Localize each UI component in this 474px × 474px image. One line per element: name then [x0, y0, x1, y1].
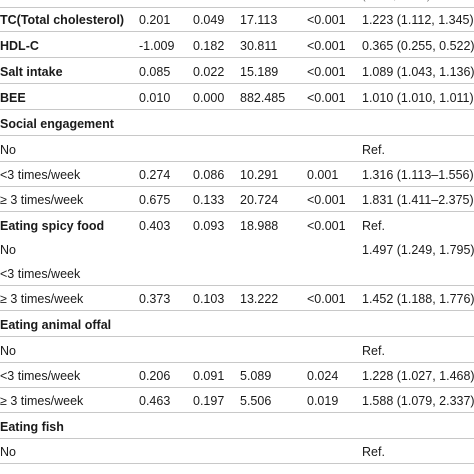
row-label: Eating fish	[0, 420, 64, 434]
b-value-cell: -1.009	[139, 39, 175, 53]
or-ci-cell: Ref.	[362, 143, 385, 157]
b-value-cell: 0.206	[139, 369, 171, 383]
or-ci-cell: 1.452 (1.188, 1.776)	[362, 292, 474, 306]
row-label: TC(Total cholesterol)	[0, 13, 125, 27]
row-label: ≥ 3 times/week	[0, 292, 84, 306]
table-row: No 1.497 (1.249, 1.795)	[0, 238, 474, 262]
se-value-cell: 0.000	[193, 91, 225, 105]
or-ci-cell: 0.365 (0.255, 0.522)	[362, 39, 474, 53]
table-row: <3 times/week 0.274 0.086 10.291 0.001 1.316 …	[0, 163, 474, 187]
row-label: <3 times/week	[0, 267, 81, 281]
table-row: Eating spicy food 0.403 0.093 18.988 <0.001 R…	[0, 214, 474, 238]
se-value-cell: 0.197	[193, 394, 225, 408]
b-value-cell: 0.403	[139, 219, 171, 233]
table-row: ≥ 3 times/week 0.675 0.133 20.724 <0.001 1.83…	[0, 188, 474, 212]
row-label: No	[0, 445, 16, 459]
or-ci-cell: 1.588 (1.079, 2.337)	[362, 394, 474, 408]
table-row: Social engagement	[0, 112, 474, 136]
row-label: Salt intake	[0, 65, 63, 79]
or-ci-cell: 1.497 (1.249, 1.795)	[362, 243, 474, 257]
row-label: ≥ 3 times/week	[0, 193, 84, 207]
row-label: BEE	[0, 91, 26, 105]
table-row: TC(Total cholesterol) 0.201 0.049 17.113 <0.…	[0, 8, 474, 32]
or-ci-cell: 1.316 (1.113–1.556)	[362, 168, 474, 182]
row-label: <3 times/week	[0, 168, 81, 182]
wald-value-cell: 5.089	[240, 369, 272, 383]
table-row: <3 times/week	[0, 262, 474, 286]
or-ci-cell: 1.223 (1.112, 1.345)	[362, 13, 474, 27]
b-value-cell: 0.201	[139, 13, 171, 27]
table-row: <3 times/week 0.206 0.091 5.089 0.024 1.228 (…	[0, 364, 474, 388]
p-value-cell: 0.024	[307, 369, 339, 383]
p-value-cell: <0.001	[307, 193, 346, 207]
p-value-cell: 0.001	[307, 168, 339, 182]
row-label: No	[0, 143, 16, 157]
b-value-cell: 0.085	[139, 65, 171, 79]
or-ci-cell: Ref.	[362, 219, 385, 233]
se-value-cell: 0.086	[193, 168, 225, 182]
p-value-cell: <0.001	[307, 91, 346, 105]
p-value-cell: <0.001	[307, 292, 346, 306]
wald-value-cell: 20.724	[240, 193, 279, 207]
or-ci-cell: 1.228 (1.027, 1.468)	[362, 369, 474, 383]
p-value-cell: <0.001	[307, 219, 346, 233]
row-label: Eating animal offal	[0, 318, 112, 332]
or-ci-cell: 1.010 (1.010, 1.011)	[362, 91, 474, 105]
wald-value-cell: 15.189	[240, 65, 279, 79]
wald-value-cell: 17.113	[240, 13, 278, 27]
b-value-cell: 0.274	[139, 168, 171, 182]
p-value-cell: <0.001	[307, 39, 346, 53]
table-row: Eating fish	[0, 415, 474, 439]
wald-value-cell: 13.222	[240, 292, 279, 306]
row-label: <3 times/week	[0, 369, 81, 383]
se-value-cell: 0.103	[193, 292, 225, 306]
se-value-cell: 0.182	[193, 39, 225, 53]
wald-value-cell: 18.988	[240, 219, 279, 233]
table-row: No Ref.	[0, 440, 474, 464]
row-label: No	[0, 243, 16, 257]
wald-value-cell: 10.291	[240, 168, 279, 182]
p-value-cell: <0.001	[307, 65, 346, 79]
row-label: No	[0, 344, 16, 358]
table-row: Eating animal offal	[0, 313, 474, 337]
b-value-cell: 0.373	[139, 292, 171, 306]
table-row: BEE 0.010 0.000 882.485 <0.001 1.010 (1.010, …	[0, 86, 474, 110]
se-value-cell: 0.133	[193, 193, 225, 207]
b-value-cell: 0.010	[139, 91, 171, 105]
p-value-cell: <0.001	[307, 13, 346, 27]
row-label: ≥ 3 times/week	[0, 394, 84, 408]
row-label: Social engagement	[0, 117, 114, 131]
table-row-partial: (1.001, 1.021)	[0, 0, 474, 8]
table-row: No Ref.	[0, 339, 474, 363]
table-row: No Ref.	[0, 138, 474, 162]
table-row: Salt intake 0.085 0.022 15.189 <0.001 1.089 (…	[0, 60, 474, 84]
b-value-cell: 0.675	[139, 193, 171, 207]
wald-value-cell: 882.485	[240, 91, 286, 105]
or-ci-cell: Ref.	[362, 344, 385, 358]
or-ci-cell: Ref.	[362, 445, 385, 459]
table-row: HDL-C -1.009 0.182 30.811 <0.001 0.365 (0.255…	[0, 34, 474, 58]
table-row: ≥ 3 times/week 0.373 0.103 13.222 <0.001 1.45…	[0, 287, 474, 311]
row-label: HDL-C	[0, 39, 39, 53]
row-label: Eating spicy food	[0, 219, 105, 233]
table-row: ≥ 3 times/week 0.463 0.197 5.506 0.019 1.588 …	[0, 389, 474, 413]
se-value-cell: 0.093	[193, 219, 225, 233]
wald-value-cell: 5.506	[240, 394, 272, 408]
se-value-cell: 0.049	[193, 13, 225, 27]
or-ci-cell: (1.001, 1.021)	[362, 0, 431, 8]
b-value-cell: 0.463	[139, 394, 171, 408]
se-value-cell: 0.022	[193, 65, 225, 79]
se-value-cell: 0.091	[193, 369, 225, 383]
or-ci-cell: 1.089 (1.043, 1.136)	[362, 65, 474, 79]
or-ci-cell: 1.831 (1.411–2.375)	[362, 193, 474, 207]
p-value-cell: 0.019	[307, 394, 339, 408]
wald-value-cell: 30.811	[240, 39, 278, 53]
